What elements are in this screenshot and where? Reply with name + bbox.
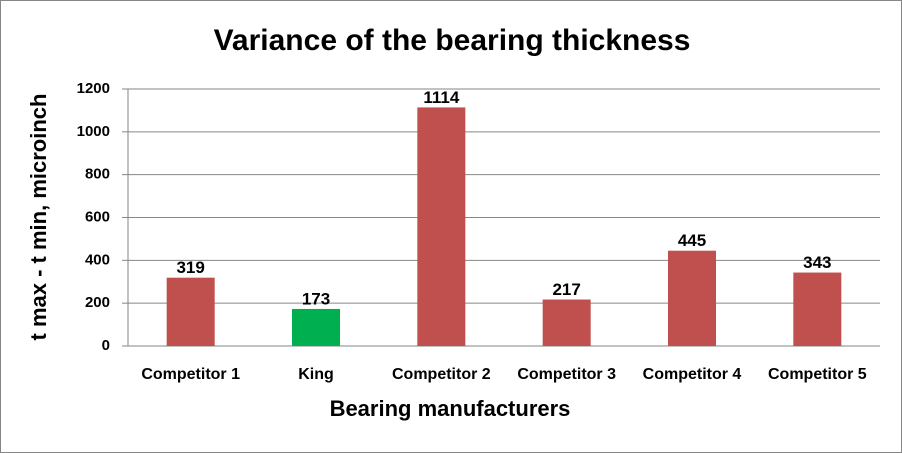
x-tick-label: Competitor 3 xyxy=(517,366,616,383)
y-tick-label: 1000 xyxy=(77,123,110,140)
bar xyxy=(417,107,466,346)
chart-title: Variance of the bearing thickness xyxy=(214,24,691,57)
x-tick-label: King xyxy=(298,366,334,383)
value-label: 445 xyxy=(678,231,706,250)
x-tick-label: Competitor 5 xyxy=(768,366,867,383)
x-axis-label: Bearing manufacturers xyxy=(330,396,571,421)
y-tick-label: 200 xyxy=(85,294,110,311)
value-label: 319 xyxy=(176,258,204,277)
x-tick-label: Competitor 2 xyxy=(392,366,491,383)
bar xyxy=(292,308,340,346)
y-axis-label: t max - t min, microinch xyxy=(26,94,51,341)
x-tick-label: Competitor 1 xyxy=(141,366,240,383)
y-tick-label: 400 xyxy=(85,251,110,268)
y-tick-label: 600 xyxy=(85,208,110,225)
y-tick-label: 1200 xyxy=(77,80,110,97)
x-tick-label: Competitor 4 xyxy=(643,366,742,383)
value-label: 173 xyxy=(302,289,330,308)
bar xyxy=(542,299,591,346)
bar xyxy=(668,250,716,346)
value-label: 343 xyxy=(803,253,831,272)
value-label: 217 xyxy=(552,280,580,299)
y-tick-label: 0 xyxy=(102,337,110,354)
value-label: 1114 xyxy=(423,88,459,107)
bar xyxy=(793,272,842,346)
y-tick-label: 800 xyxy=(85,166,110,183)
bar xyxy=(166,277,215,346)
